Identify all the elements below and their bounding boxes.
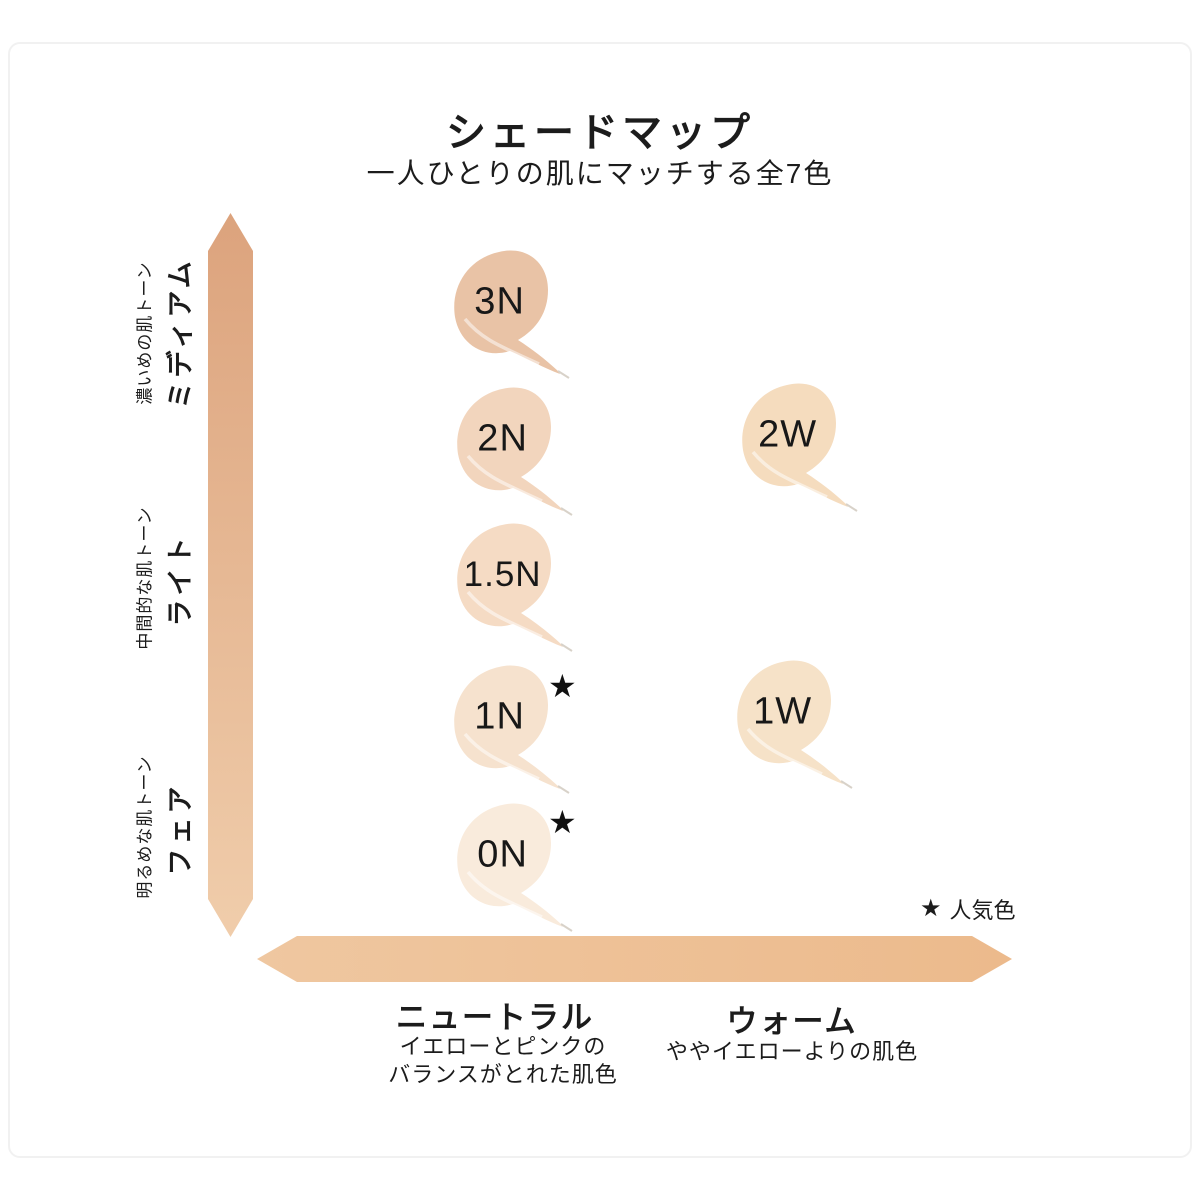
shade-label-1.5N: 1.5N [463, 554, 542, 594]
smear-highlight [463, 317, 540, 366]
y-axis-label-fair: フェア [165, 782, 196, 876]
y-axis-desc-medium: 濃いめの肌トーン [135, 261, 155, 405]
shade-label-1W: 1W [753, 690, 813, 733]
x-axis-label-neutral: ニュートラル [396, 1000, 594, 1035]
y-axis-desc-fair: 明るめな肌トーン [135, 755, 155, 899]
page-subtitle: 一人ひとりの肌にマッチする全7色 [366, 158, 834, 189]
shade-drop-1N: 1N [445, 660, 575, 795]
smear-blob [454, 250, 560, 374]
x-axis-desc-neutral-line1: イエローとピンクの [399, 1034, 607, 1059]
smear-blob [457, 387, 563, 511]
smear-blob [742, 383, 848, 507]
shade-label-2W: 2W [758, 413, 818, 456]
popular-star-icon-1N: ★ [548, 668, 577, 704]
smear-wisp [560, 507, 573, 516]
smear-wisp [560, 643, 573, 652]
shade-label-0N: 0N [477, 833, 528, 876]
shade-label-3N: 3N [474, 280, 525, 323]
foundation-smear-icon [742, 383, 858, 512]
shade-drop-2W: 2W [733, 378, 863, 513]
shade-drop-0N: 0N [448, 798, 578, 933]
shade-drop-2N: 2N [448, 382, 578, 517]
smear-wisp [557, 785, 570, 794]
page-title: シェードマップ [446, 111, 754, 155]
foundation-smear-icon [454, 665, 570, 794]
smear-blob [457, 803, 563, 927]
smear-blob [454, 665, 560, 789]
shade-drop-1.5N: 1.5N [448, 518, 578, 653]
shade-label-2N: 2N [477, 417, 528, 460]
popular-legend-label: 人気色 [949, 898, 1016, 923]
x-axis-desc-neutral: イエローとピンクの バランスがとれた肌色 [388, 1033, 618, 1089]
smear-highlight [466, 590, 543, 639]
y-axis-arrow [208, 213, 253, 937]
foundation-smear-icon [457, 803, 573, 932]
x-axis-desc-neutral-line2: バランスがとれた肌色 [388, 1062, 618, 1087]
y-axis-label-medium: ミディアム [165, 257, 196, 409]
smear-highlight [751, 450, 828, 499]
popular-legend: ★ 人気色 [920, 893, 1016, 925]
smear-wisp [560, 923, 573, 932]
x-axis-label-warm: ウォーム [726, 1004, 858, 1039]
smear-blob [457, 523, 563, 647]
smear-highlight [746, 727, 823, 776]
y-axis-desc-light: 中間的な肌トーン [135, 506, 155, 650]
smear-wisp [557, 370, 570, 379]
smear-wisp [845, 503, 858, 512]
foundation-smear-icon [457, 387, 573, 516]
star-icon: ★ [920, 895, 942, 922]
shade-drop-3N: 3N [445, 245, 575, 380]
smear-highlight [466, 870, 543, 919]
smear-wisp [840, 780, 853, 789]
smear-highlight [463, 732, 540, 781]
shade-drop-1W: 1W [728, 655, 858, 790]
foundation-smear-icon [737, 660, 853, 789]
foundation-smear-icon [454, 250, 570, 379]
x-axis-desc-warm: ややイエローよりの肌色 [666, 1038, 918, 1066]
shade-label-1N: 1N [474, 695, 525, 738]
popular-star-icon-0N: ★ [548, 804, 577, 840]
y-axis-label-light: ライト [165, 533, 196, 627]
smear-highlight [466, 454, 543, 503]
x-axis-arrow [257, 936, 1012, 982]
smear-blob [737, 660, 843, 784]
foundation-smear-icon [457, 523, 573, 652]
x-axis-desc-warm-line1: ややイエローよりの肌色 [665, 1039, 919, 1064]
